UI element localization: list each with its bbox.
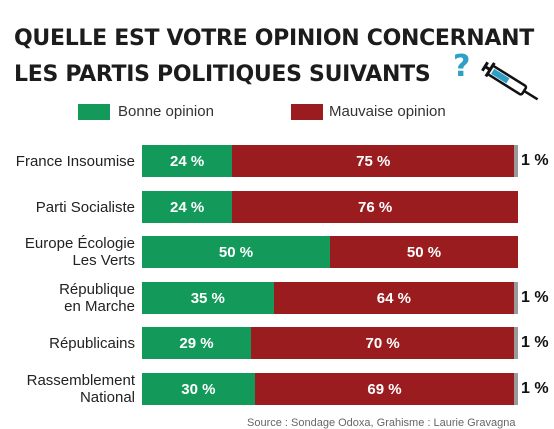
category-label: Rassemblement National — [26, 372, 135, 406]
syringe-icon — [481, 61, 539, 101]
data-label: 35 % — [190, 289, 225, 307]
category-label: France Insoumise — [15, 152, 135, 170]
bar-track: 24 % 75 % — [142, 145, 518, 177]
chart-title-line-1: QUELLE EST VOTRE OPINION CONCERNANT — [14, 26, 534, 51]
bar-good: 24 % — [142, 145, 233, 177]
source-note: Source : Sondage Odoxa, Grahisme : Lauri… — [247, 417, 516, 429]
data-label: 50 % — [406, 243, 442, 261]
other-label: 1 % — [521, 334, 549, 351]
bar-bad: 76 % — [232, 191, 518, 223]
bar-track: 29 % 70 % — [142, 327, 518, 359]
question-mark-icon: ? — [453, 49, 471, 84]
data-label: 75 % — [356, 152, 391, 170]
bar-good: 24 % — [142, 191, 233, 223]
legend-swatch-good — [78, 104, 110, 120]
data-label: 69 % — [367, 380, 402, 398]
data-label: 24 % — [170, 198, 205, 216]
legend-label-good: Bonne opinion — [118, 103, 214, 120]
bar-bad: 70 % — [251, 327, 515, 359]
legend-label-bad: Mauvaise opinion — [329, 103, 446, 120]
data-label: 50 % — [218, 243, 254, 261]
bar-good: 50 % — [142, 236, 330, 268]
other-label: 1 % — [521, 152, 549, 169]
data-label: 76 % — [358, 198, 393, 216]
category-label: Parti Socialiste — [35, 198, 135, 216]
chart-title-line-2: LES PARTIS POLITIQUES SUIVANTS — [14, 62, 431, 87]
bar-track: 30 % 69 % — [142, 373, 518, 405]
data-label: 24 % — [170, 152, 205, 170]
bar-bad: 50 % — [330, 236, 518, 268]
bar-track: 35 % 64 % — [142, 282, 518, 314]
category-label: République en Marche — [59, 281, 135, 315]
other-label: 1 % — [521, 289, 549, 306]
legend-swatch-bad — [291, 104, 323, 120]
category-label: Europe Écologie Les Verts — [24, 235, 135, 269]
other-label: 1 % — [521, 380, 549, 397]
bar-bad: 64 % — [273, 282, 515, 314]
bar-track: 24 % 76 % — [142, 191, 518, 223]
data-label: 30 % — [181, 380, 216, 398]
data-label: 70 % — [365, 334, 400, 352]
bar-bad: 69 % — [254, 373, 515, 405]
data-label: 29 % — [179, 334, 214, 352]
category-label: Républicains — [49, 334, 135, 352]
bar-good: 30 % — [142, 373, 255, 405]
bar-good: 29 % — [142, 327, 252, 359]
bar-good: 35 % — [142, 282, 274, 314]
data-label: 64 % — [376, 289, 411, 307]
bar-bad: 75 % — [232, 145, 515, 177]
bar-track: 50 % 50 % — [142, 236, 518, 268]
